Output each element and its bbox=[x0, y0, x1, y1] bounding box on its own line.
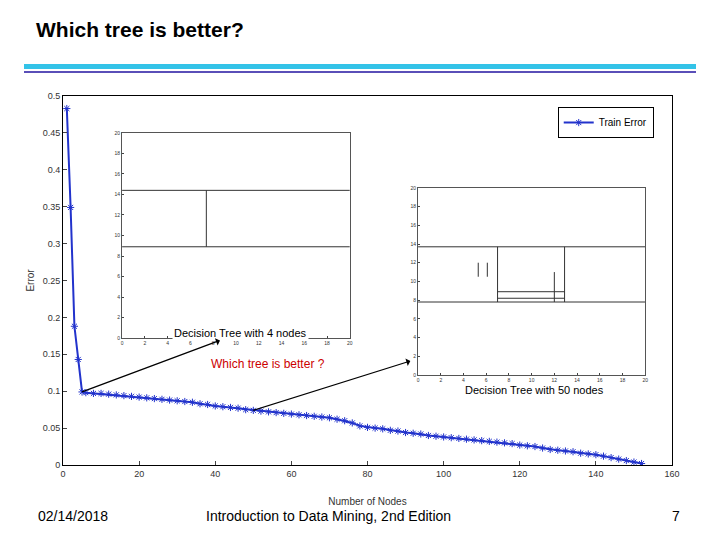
svg-text:0.15: 0.15 bbox=[43, 349, 61, 359]
svg-text:2: 2 bbox=[117, 314, 120, 320]
svg-text:18: 18 bbox=[410, 203, 416, 209]
svg-text:0.35: 0.35 bbox=[43, 202, 61, 212]
svg-text:20: 20 bbox=[410, 185, 416, 191]
svg-text:0.4: 0.4 bbox=[48, 165, 61, 175]
svg-text:18: 18 bbox=[115, 150, 121, 156]
svg-text:100: 100 bbox=[436, 469, 451, 479]
svg-text:8: 8 bbox=[508, 377, 511, 383]
svg-text:Decision Tree with 50 nodes: Decision Tree with 50 nodes bbox=[465, 384, 604, 396]
svg-text:12: 12 bbox=[552, 377, 558, 383]
svg-text:12: 12 bbox=[256, 340, 262, 346]
svg-text:0.25: 0.25 bbox=[43, 276, 61, 286]
svg-text:0.5: 0.5 bbox=[48, 91, 61, 101]
svg-text:0.3: 0.3 bbox=[48, 239, 61, 249]
svg-text:140: 140 bbox=[588, 469, 603, 479]
svg-text:80: 80 bbox=[362, 469, 372, 479]
svg-text:60: 60 bbox=[286, 469, 296, 479]
svg-text:10: 10 bbox=[529, 377, 535, 383]
html-text:Introduction to Data Mining, 2: Introduction to Data Mining, 2nd Edition bbox=[206, 508, 452, 524]
svg-text:Decision Tree with 4 nodes: Decision Tree with 4 nodes bbox=[174, 327, 307, 339]
svg-text:0: 0 bbox=[413, 372, 416, 378]
svg-text:12: 12 bbox=[115, 212, 121, 218]
svg-text:10: 10 bbox=[233, 340, 239, 346]
svg-text:40: 40 bbox=[210, 469, 220, 479]
svg-text:18: 18 bbox=[620, 377, 626, 383]
svg-text:Train Error: Train Error bbox=[599, 117, 647, 128]
svg-text:0: 0 bbox=[121, 340, 124, 346]
svg-text:6: 6 bbox=[485, 377, 488, 383]
svg-text:0: 0 bbox=[60, 469, 65, 479]
svg-text:8: 8 bbox=[212, 340, 215, 346]
svg-text:6: 6 bbox=[189, 340, 192, 346]
svg-text:4: 4 bbox=[117, 294, 120, 300]
svg-text:Number of Nodes: Number of Nodes bbox=[328, 496, 406, 507]
svg-text:0: 0 bbox=[55, 460, 60, 470]
svg-text:0.45: 0.45 bbox=[43, 128, 61, 138]
svg-text:16: 16 bbox=[410, 222, 416, 228]
svg-text:10: 10 bbox=[410, 278, 416, 284]
svg-text:10: 10 bbox=[115, 232, 121, 238]
svg-text:8: 8 bbox=[117, 253, 120, 259]
svg-text:6: 6 bbox=[117, 273, 120, 279]
svg-text:0.2: 0.2 bbox=[48, 313, 61, 323]
svg-text:20: 20 bbox=[115, 130, 121, 136]
svg-text:0: 0 bbox=[417, 377, 420, 383]
svg-text:160: 160 bbox=[664, 469, 679, 479]
svg-text:Which tree is better ?: Which tree is better ? bbox=[211, 357, 325, 371]
svg-text:20: 20 bbox=[347, 340, 353, 346]
svg-text:2: 2 bbox=[413, 353, 416, 359]
svg-text:120: 120 bbox=[512, 469, 527, 479]
svg-text:0: 0 bbox=[117, 335, 120, 341]
svg-text:16: 16 bbox=[597, 377, 603, 383]
svg-text:14: 14 bbox=[279, 340, 285, 346]
svg-text:4: 4 bbox=[166, 340, 169, 346]
svg-text:18: 18 bbox=[324, 340, 330, 346]
svg-text:14: 14 bbox=[115, 191, 121, 197]
html-text:Which tree is better?: Which tree is better? bbox=[36, 18, 244, 41]
svg-text:4: 4 bbox=[462, 377, 465, 383]
svg-text:16: 16 bbox=[115, 171, 121, 177]
html-text:02/14/2018: 02/14/2018 bbox=[38, 508, 109, 524]
html-text:7: 7 bbox=[672, 508, 680, 524]
svg-text:20: 20 bbox=[642, 377, 648, 383]
svg-text:12: 12 bbox=[410, 259, 416, 265]
svg-text:8: 8 bbox=[413, 297, 416, 303]
svg-text:20: 20 bbox=[134, 469, 144, 479]
svg-text:14: 14 bbox=[574, 377, 580, 383]
svg-text:4: 4 bbox=[413, 334, 416, 340]
svg-text:14: 14 bbox=[410, 241, 416, 247]
svg-text:0.1: 0.1 bbox=[48, 386, 61, 396]
svg-text:2: 2 bbox=[439, 377, 442, 383]
svg-text:2: 2 bbox=[143, 340, 146, 346]
svg-text:0.05: 0.05 bbox=[43, 423, 61, 433]
svg-text:6: 6 bbox=[413, 316, 416, 322]
svg-text:Error: Error bbox=[25, 269, 36, 292]
svg-text:16: 16 bbox=[302, 340, 308, 346]
